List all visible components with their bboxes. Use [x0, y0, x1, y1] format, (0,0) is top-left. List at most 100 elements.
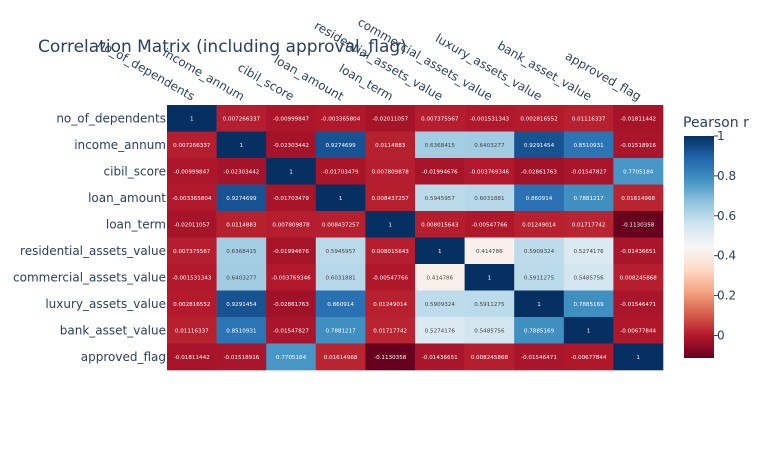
heatmap-cell: [613, 131, 664, 159]
heatmap-cell: [415, 317, 465, 344]
heatmap-cell: [415, 343, 465, 371]
cell-value-label: 1: [388, 222, 392, 228]
heatmap-cell: [464, 290, 515, 318]
cell-value-label: -0.00999847: [273, 116, 309, 122]
y-tick-label: bank_asset_value: [60, 323, 166, 337]
heatmap-cell: [365, 105, 416, 132]
cell-value-label: -0.01436651: [620, 249, 656, 255]
cell-value-label: -0.01703479: [273, 196, 309, 202]
cell-value-label: -0.01994676: [422, 169, 458, 175]
heatmap-cell: [464, 237, 515, 265]
colorbar-tick-label: 0.2: [717, 289, 736, 303]
heatmap-cell: [365, 290, 416, 318]
heatmap-cell: [167, 211, 217, 238]
heatmap-cell: [216, 264, 267, 291]
cell-value-label: 0.01116337: [175, 328, 209, 334]
heatmap-cell: [563, 343, 614, 371]
y-tick-label: income_annum: [74, 138, 166, 152]
heatmap-cell: [216, 317, 267, 344]
heatmap-cell: [514, 317, 565, 344]
cell-value-label: 1: [190, 116, 194, 122]
cell-value-label: -0.00677844: [620, 328, 656, 334]
heatmap-cell: [415, 105, 465, 132]
heatmap-cell: [464, 105, 515, 132]
cell-value-label: 0.5485756: [573, 275, 604, 281]
cell-value-label: 0.008437257: [322, 222, 360, 228]
heatmap-cell: [613, 317, 664, 344]
heatmap-cell: [266, 131, 317, 159]
cell-value-label: 0.007375567: [421, 116, 459, 122]
cell-value-label: 1: [240, 143, 244, 149]
cell-value-label: -0.00999847: [174, 169, 210, 175]
heatmap-cell: [216, 184, 267, 212]
cell-value-label: 0.7705184: [623, 169, 654, 175]
heatmap-cell: [563, 264, 614, 291]
colorbar-tick-label: 0.4: [717, 249, 736, 263]
cell-value-label: -0.02861763: [521, 169, 557, 175]
cell-value-label: 0.5911275: [524, 275, 555, 281]
heatmap-cell: [315, 211, 366, 238]
colorbar-tick-label: 0.8: [717, 169, 736, 183]
heatmap-cell: [216, 343, 267, 371]
heatmap-cell: [365, 131, 416, 159]
heatmap-cell: [216, 105, 267, 132]
cell-value-label: -0.01811442: [620, 116, 656, 122]
cell-value-label: 0.860914: [526, 196, 553, 202]
heatmap-cell: [315, 290, 366, 318]
cell-value-label: -0.001531343: [470, 116, 510, 122]
heatmap-cell: [613, 237, 664, 265]
heatmap-cell: [415, 237, 465, 265]
heatmap-cell: [563, 105, 614, 132]
heatmap-cell: [464, 158, 515, 185]
cell-value-label: -0.02303442: [273, 143, 309, 149]
cell-value-label: 0.01717742: [572, 222, 606, 228]
heatmap-cell: [167, 131, 217, 159]
heatmap-cell: [266, 105, 317, 132]
cell-value-label: 1: [537, 302, 541, 308]
x-axis-labels: no_of_dependentsincome_annumcibil_scorel…: [95, 15, 643, 104]
cell-value-label: 1: [289, 169, 293, 175]
heatmap-cell: [563, 317, 614, 344]
heatmap-cell: [266, 211, 317, 238]
heatmap-cell: [613, 184, 664, 212]
y-tick-label: loan_amount: [88, 191, 166, 205]
cell-value-label: 0.002816552: [173, 302, 210, 308]
heatmap-cell: [464, 317, 515, 344]
cell-value-label: 0.9274699: [325, 143, 356, 149]
heatmap-cell: [415, 131, 465, 159]
heatmap-cell: [167, 237, 217, 265]
cell-value-label: -0.01546471: [521, 355, 557, 361]
cell-value-label: 0.007375567: [173, 249, 211, 255]
heatmap-cell: [563, 158, 614, 185]
cell-value-label: 1: [636, 355, 640, 361]
cell-value-label: -0.01547827: [273, 328, 309, 334]
cell-value-label: 0.007809878: [272, 222, 310, 228]
heatmap-cell: [613, 158, 664, 185]
heatmap-cell: [514, 105, 565, 132]
chart-title: Correlation Matrix (including approval_f…: [38, 37, 407, 57]
cell-value-label: 0.9291454: [524, 143, 555, 149]
cell-value-label: 0.5274176: [573, 249, 604, 255]
heatmap-cell: [514, 211, 565, 238]
heatmap-cell: [266, 184, 317, 212]
cell-value-label: 0.008437257: [372, 196, 410, 202]
heatmap-cell: [266, 290, 317, 318]
heatmap-cell: [365, 343, 416, 371]
cell-value-label: -0.01547827: [571, 169, 607, 175]
heatmap-cell: [514, 290, 565, 318]
cell-value-label: 0.7881217: [573, 196, 604, 202]
heatmap-cell: [613, 105, 664, 132]
cell-value-label: 0.01249014: [522, 222, 556, 228]
cell-value-label: 0.7881217: [325, 328, 356, 334]
heatmap-cell-labels: 1 0.007266337 -0.00999847 -0.003365804 -0.02…: [172, 116, 657, 361]
cell-value-label: 0.8510931: [573, 143, 604, 149]
cell-value-label: 0.7885169: [524, 328, 555, 334]
heatmap-cell: [167, 105, 217, 132]
cell-value-label: 0.002816552: [520, 116, 557, 122]
heatmap-cell: [563, 131, 614, 159]
cell-value-label: -0.01436651: [422, 355, 458, 361]
cell-value-label: 0.7885169: [573, 302, 604, 308]
cell-value-label: 0.01614968: [621, 196, 655, 202]
heatmap-cell: [167, 317, 217, 344]
heatmap-cell: [167, 158, 217, 185]
